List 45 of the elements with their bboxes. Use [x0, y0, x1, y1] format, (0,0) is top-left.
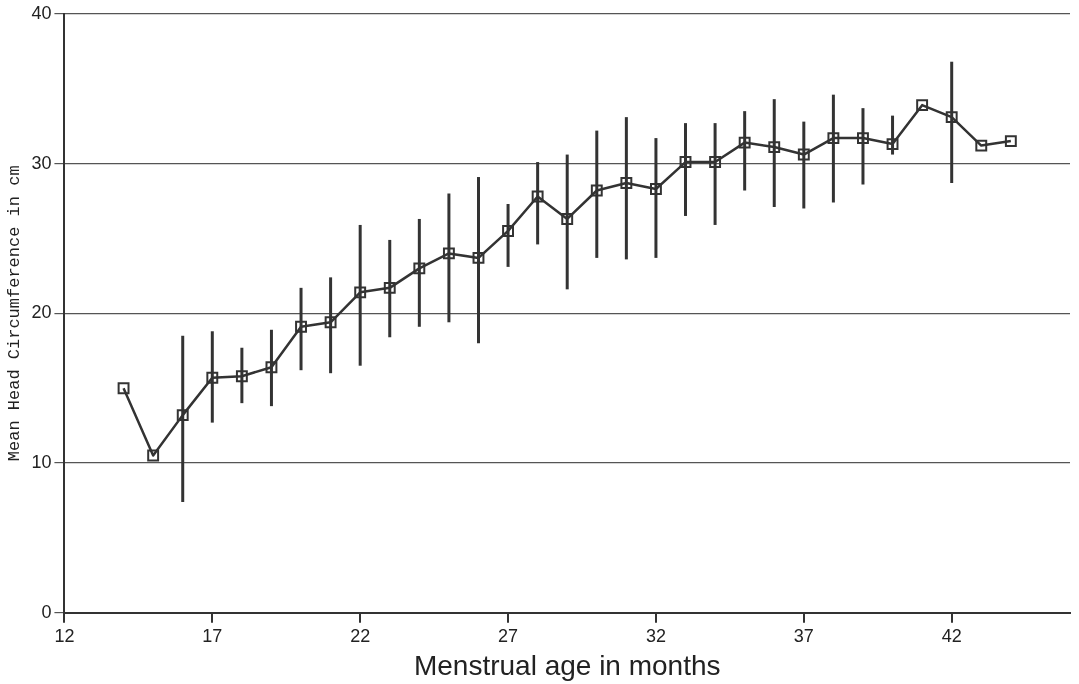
point — [975, 139, 988, 152]
point — [709, 156, 722, 168]
x-tick-label: 17 — [202, 625, 223, 646]
point — [886, 138, 899, 151]
x-tick-label: 37 — [793, 625, 814, 646]
point — [235, 370, 248, 383]
point — [945, 111, 958, 124]
x-tick-label: 12 — [54, 625, 75, 646]
point — [590, 184, 603, 197]
point — [383, 281, 396, 294]
point — [442, 247, 455, 260]
point — [620, 177, 633, 189]
point — [206, 371, 219, 384]
point — [1004, 135, 1017, 148]
x-tick-label: 32 — [645, 625, 666, 646]
y-tick-label: 40 — [31, 2, 52, 23]
point — [147, 449, 160, 462]
point — [295, 320, 307, 333]
point — [324, 316, 337, 329]
x-tick-label: 22 — [350, 625, 371, 646]
x-tick-label: 42 — [941, 625, 962, 646]
point — [531, 190, 544, 203]
point — [768, 141, 781, 154]
point — [738, 136, 751, 149]
point — [797, 148, 810, 161]
x-tick-label: 27 — [498, 625, 519, 646]
point — [679, 156, 692, 168]
point — [827, 132, 840, 145]
point — [176, 409, 189, 422]
y-tick-label: 30 — [31, 152, 52, 173]
y-tick-label: 20 — [31, 302, 52, 323]
point — [354, 286, 367, 299]
point — [502, 224, 515, 237]
y-tick-label: 0 — [41, 601, 52, 622]
point — [472, 251, 485, 264]
point — [857, 132, 869, 145]
point — [916, 99, 929, 112]
y-axis-title: Mean Head Circumference in cm — [4, 165, 24, 462]
point — [561, 213, 574, 225]
x-axis-title: Menstrual age in months — [413, 649, 721, 681]
point — [413, 262, 426, 275]
point — [649, 183, 662, 195]
y-tick-label: 10 — [31, 452, 52, 473]
point — [117, 382, 130, 395]
point — [265, 361, 278, 374]
